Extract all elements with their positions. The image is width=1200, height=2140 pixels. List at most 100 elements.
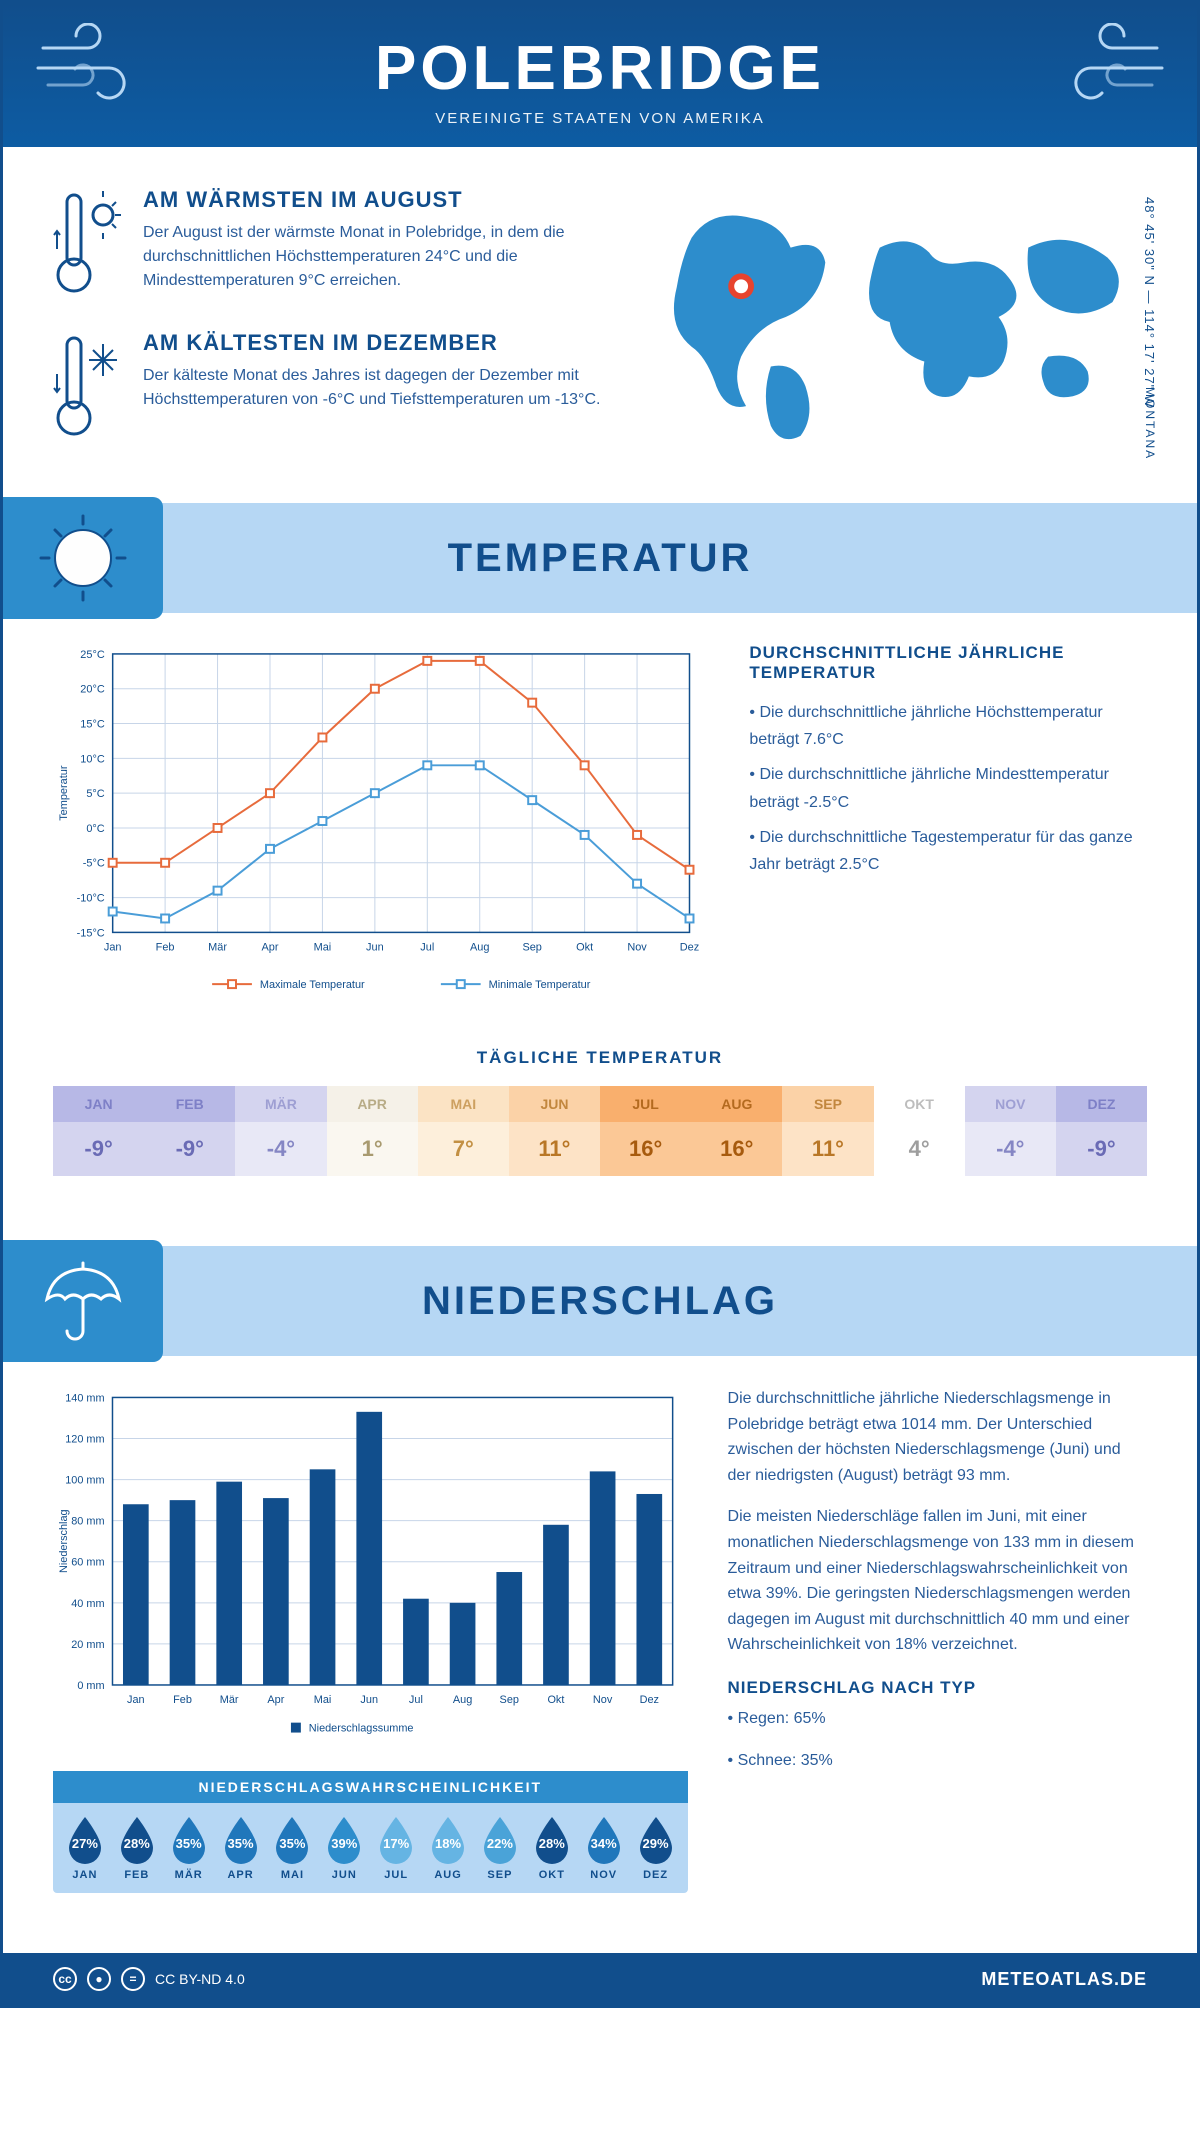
svg-text:Jul: Jul <box>420 941 434 953</box>
svg-text:Mai: Mai <box>314 1694 332 1706</box>
prob-month-label: MÄR <box>163 1869 215 1881</box>
precipitation-title: NIEDERSCHLAG <box>422 1279 778 1324</box>
prob-month-label: DEZ <box>630 1869 682 1881</box>
prob-col: 35% MÄR <box>163 1815 215 1881</box>
license-label: CC BY-ND 4.0 <box>155 1971 245 1987</box>
temp-month-label: APR <box>327 1086 418 1122</box>
prob-col: 35%APR <box>215 1815 267 1881</box>
prob-month-label: OKT <box>526 1869 578 1881</box>
precip-prob-heading: NIEDERSCHLAGSWAHRSCHEINLICHKEIT <box>53 1771 688 1803</box>
temp-month-label: JAN <box>53 1086 144 1122</box>
temp-col: MÄR-4° <box>235 1086 326 1176</box>
page-title: POLEBRIDGE <box>3 33 1197 104</box>
thermometer-cold-icon <box>53 330 123 445</box>
prob-month-label: NOV <box>578 1869 630 1881</box>
temp-value: 4° <box>874 1122 965 1176</box>
prob-col: 18% AUG <box>422 1815 474 1881</box>
temp-col: JAN-9° <box>53 1086 144 1176</box>
raindrop-icon: 27% <box>63 1815 107 1865</box>
prob-col: 27% JAN <box>59 1815 111 1881</box>
svg-text:Jan: Jan <box>104 941 122 953</box>
raindrop-icon: 39% <box>322 1815 366 1865</box>
temp-desc-p3: • Die durchschnittliche Tagestemperatur … <box>749 824 1147 878</box>
fact-coldest: AM KÄLTESTEN IM DEZEMBER Der kälteste Mo… <box>53 330 622 445</box>
svg-text:Jan: Jan <box>127 1694 145 1706</box>
svg-text:120 mm: 120 mm <box>65 1433 104 1445</box>
raindrop-icon: 35% <box>167 1815 211 1865</box>
temp-month-label: AUG <box>691 1086 782 1122</box>
svg-text:0 mm: 0 mm <box>77 1680 104 1692</box>
temp-col: JUN11° <box>509 1086 600 1176</box>
thermometer-warm-icon <box>53 187 123 302</box>
temp-value: 16° <box>691 1122 782 1176</box>
temp-value: -9° <box>1056 1122 1147 1176</box>
svg-text:Feb: Feb <box>156 941 175 953</box>
temperature-line-chart: -15°C-10°C-5°C0°C5°C10°C15°C20°C25°CJanF… <box>53 643 709 1008</box>
svg-text:Niederschlag: Niederschlag <box>58 1509 70 1573</box>
svg-text:140 mm: 140 mm <box>65 1392 104 1404</box>
prob-month-label: JUL <box>370 1869 422 1881</box>
temp-col: OKT4° <box>874 1086 965 1176</box>
temp-value: -9° <box>144 1122 235 1176</box>
svg-text:Mai: Mai <box>314 941 332 953</box>
svg-text:-10°C: -10°C <box>77 893 105 905</box>
page: POLEBRIDGE VEREINIGTE STAATEN VON AMERIK… <box>0 0 1200 2008</box>
prob-month-label: AUG <box>422 1869 474 1881</box>
svg-text:Feb: Feb <box>173 1694 192 1706</box>
temp-month-label: FEB <box>144 1086 235 1122</box>
svg-text:100 mm: 100 mm <box>65 1475 104 1487</box>
temp-month-label: DEZ <box>1056 1086 1147 1122</box>
temp-col: FEB-9° <box>144 1086 235 1176</box>
svg-text:Dez: Dez <box>640 1694 659 1706</box>
temp-col: SEP11° <box>782 1086 873 1176</box>
svg-text:80 mm: 80 mm <box>71 1516 104 1528</box>
temp-month-label: JUN <box>509 1086 600 1122</box>
prob-col: 35%MAI <box>267 1815 319 1881</box>
world-map <box>652 187 1147 447</box>
raindrop-icon: 18% <box>426 1815 470 1865</box>
temp-month-label: JUL <box>600 1086 691 1122</box>
svg-text:15°C: 15°C <box>80 719 105 731</box>
location-marker-icon <box>731 276 751 296</box>
prob-col: 39%JUN <box>318 1815 370 1881</box>
svg-text:20°C: 20°C <box>80 684 105 696</box>
fact-cold-title: AM KÄLTESTEN IM DEZEMBER <box>143 330 622 356</box>
svg-text:Nov: Nov <box>593 1694 613 1706</box>
temp-month-label: NOV <box>965 1086 1056 1122</box>
precip-p1: Die durchschnittliche jährliche Niedersc… <box>728 1386 1147 1488</box>
cc-nd-icon: = <box>121 1967 145 1991</box>
svg-text:Okt: Okt <box>576 941 593 953</box>
svg-text:0°C: 0°C <box>86 823 104 835</box>
svg-text:-5°C: -5°C <box>83 858 105 870</box>
prob-month-label: JAN <box>59 1869 111 1881</box>
svg-text:25°C: 25°C <box>80 649 105 661</box>
umbrella-icon <box>3 1240 163 1362</box>
svg-text:Nov: Nov <box>627 941 647 953</box>
svg-text:Niederschlagssumme: Niederschlagssumme <box>309 1723 414 1735</box>
sun-icon <box>3 497 163 619</box>
temperature-banner: TEMPERATUR <box>3 503 1197 613</box>
precipitation-probability-box: NIEDERSCHLAGSWAHRSCHEINLICHKEIT 27% JAN 28… <box>53 1771 688 1893</box>
prob-month-label: SEP <box>474 1869 526 1881</box>
svg-text:Jun: Jun <box>360 1694 378 1706</box>
raindrop-icon: 35% <box>270 1815 314 1865</box>
site-name: METEOATLAS.DE <box>981 1969 1147 1990</box>
svg-text:Maximale Temperatur: Maximale Temperatur <box>260 979 365 991</box>
daily-temp-heading: TÄGLICHE TEMPERATUR <box>53 1048 1147 1068</box>
svg-text:20 mm: 20 mm <box>71 1639 104 1651</box>
svg-text:Apr: Apr <box>267 1694 284 1706</box>
svg-text:10°C: 10°C <box>80 753 105 765</box>
raindrop-icon: 28% <box>530 1815 574 1865</box>
temp-col: DEZ-9° <box>1056 1086 1147 1176</box>
svg-text:Sep: Sep <box>522 941 541 953</box>
temp-col: MAI7° <box>418 1086 509 1176</box>
temp-value: 7° <box>418 1122 509 1176</box>
fact-warm-title: AM WÄRMSTEN IM AUGUST <box>143 187 622 213</box>
temp-value: 11° <box>509 1122 600 1176</box>
temp-value: 16° <box>600 1122 691 1176</box>
fact-warm-text: Der August ist der wärmste Monat in Pole… <box>143 221 622 293</box>
prob-col: 17%JUL <box>370 1815 422 1881</box>
prob-month-label: APR <box>215 1869 267 1881</box>
prob-col: 22%SEP <box>474 1815 526 1881</box>
temp-value: 1° <box>327 1122 418 1176</box>
